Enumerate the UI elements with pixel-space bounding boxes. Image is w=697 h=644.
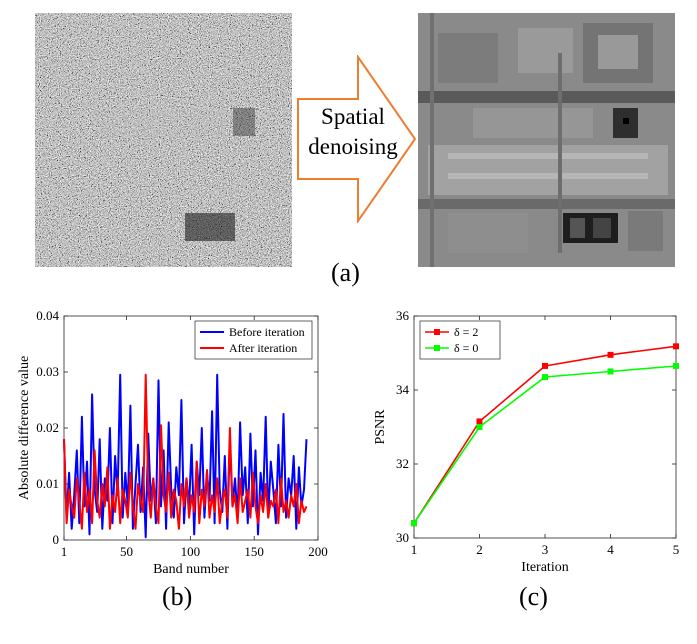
x-tick-label: 1: [61, 544, 68, 559]
x-tick-label: 1: [411, 542, 418, 557]
x-tick-label: 50: [120, 544, 133, 559]
y-tick-label: 0.01: [36, 476, 59, 491]
caption-b: (b): [162, 582, 193, 611]
x-tick-label: 2: [476, 542, 483, 557]
x-tick-label: 200: [308, 544, 328, 559]
x-axis-label: Iteration: [521, 560, 568, 575]
y-tick-label: 30: [396, 530, 409, 545]
chart-b-legend: Before iteration After iteration: [194, 320, 313, 360]
legend-label: Before iteration: [229, 325, 305, 339]
chart-c-series: [411, 343, 679, 527]
x-tick-label: 4: [607, 542, 614, 557]
legend-label: δ = 2: [454, 325, 478, 339]
x-tick-label: 5: [673, 542, 680, 557]
y-tick-label: 0.03: [36, 364, 59, 379]
y-tick-label: 0.04: [36, 308, 59, 323]
data-point: [673, 362, 679, 369]
legend-label: After iteration: [229, 341, 297, 355]
data-point: [673, 343, 679, 350]
x-axis-label: Band number: [153, 562, 229, 577]
y-tick-label: 32: [396, 456, 409, 471]
legend-label: δ = 0: [454, 341, 478, 355]
legend-box: [419, 320, 501, 360]
data-point: [476, 418, 483, 425]
denoised-image: [418, 13, 675, 267]
data-point: [542, 374, 548, 381]
y-axis-label: PSNR: [373, 409, 388, 445]
noisy-image: [35, 13, 292, 267]
y-tick-label: 36: [396, 308, 410, 323]
data-point: [542, 362, 548, 369]
data-point: [411, 520, 417, 527]
chart-b-series: [63, 373, 308, 539]
legend-marker: [434, 329, 440, 335]
y-tick-label: 0.02: [36, 420, 59, 435]
series-line: [63, 373, 308, 530]
data-point: [607, 368, 614, 375]
x-tick-label: 100: [181, 544, 201, 559]
legend-marker: [434, 345, 440, 351]
caption-c: (c): [519, 582, 548, 611]
chart-c-legend: δ = 2 δ = 0: [419, 320, 501, 360]
x-tick-label: 150: [244, 544, 264, 559]
arrow-label: Spatial denoising: [298, 102, 408, 162]
arrow-label-line2: denoising: [308, 134, 398, 159]
data-point: [607, 351, 614, 358]
arrow-icon: [297, 55, 417, 223]
caption-a: (a): [331, 258, 360, 287]
y-tick-label: 34: [396, 382, 410, 397]
x-tick-label: 3: [542, 542, 549, 557]
y-tick-label: 0: [53, 532, 60, 547]
arrow-label-line1: Spatial: [321, 104, 385, 129]
data-point: [476, 424, 483, 430]
y-axis-label: Absolute difference value: [17, 356, 32, 500]
legend-box: [194, 320, 313, 360]
